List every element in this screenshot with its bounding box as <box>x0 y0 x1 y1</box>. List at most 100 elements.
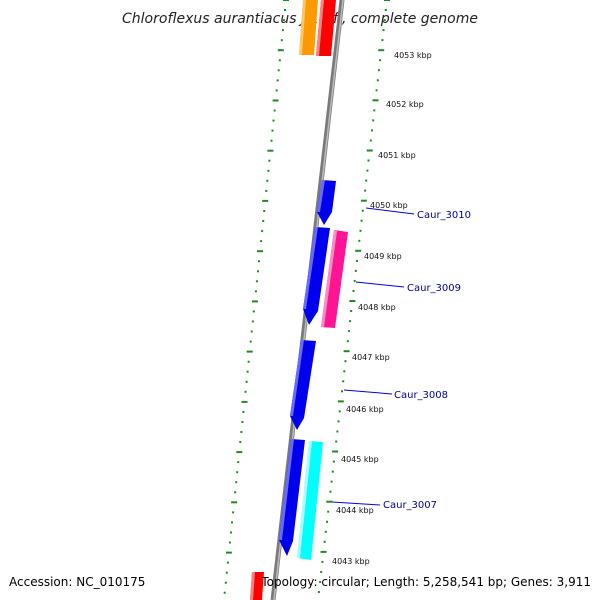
inner-ring-tick <box>244 390 247 393</box>
outer-ring-tick <box>331 470 334 473</box>
dotted-tick-rings <box>223 0 390 594</box>
outer-ring-tick <box>379 59 382 62</box>
outer-ring-tick <box>341 390 343 393</box>
outer-ring-tick <box>366 169 369 172</box>
outer-ring-tick <box>371 129 373 132</box>
inner-ring-tick <box>246 370 249 373</box>
outer-ring-tick <box>383 19 386 22</box>
kbp-tick-label: 4047 kbp <box>352 353 390 362</box>
outer-ring-tick <box>355 249 362 252</box>
outer-ring-tick <box>323 540 326 543</box>
gene-block-4045[interactable] <box>279 439 305 556</box>
inner-ring-tick <box>231 501 238 504</box>
accession-text: Accession: NC_010175 <box>9 575 145 589</box>
outer-ring-tick <box>320 550 327 553</box>
gene-label-text[interactable]: Caur_3010 <box>417 210 471 221</box>
gene-label-text[interactable]: Caur_3007 <box>383 500 437 511</box>
gene-label-text[interactable]: Caur_3008 <box>394 390 448 401</box>
gene-label-caur-3007[interactable]: Caur_3007 <box>331 500 437 511</box>
inner-ring-tick <box>249 340 252 343</box>
inner-ring-tick <box>283 0 289 1</box>
genome-summary-text: Topology: circular; Length: 5,258,541 bp… <box>260 575 591 589</box>
inner-ring-tick <box>242 410 245 413</box>
gene-caur-3010[interactable] <box>317 180 336 225</box>
inner-ring-tick <box>261 230 264 233</box>
inner-ring-tick <box>230 531 232 534</box>
outer-ring-tick <box>372 99 379 102</box>
gene-caur-3008[interactable] <box>290 340 316 430</box>
gene-label-caur-3010[interactable]: Caur_3010 <box>365 207 471 221</box>
inner-ring-tick <box>267 149 274 152</box>
inner-ring-tick <box>277 69 280 72</box>
outer-ring-tick <box>366 149 373 152</box>
outer-ring-tick <box>376 79 379 82</box>
gene-label-caur-3008[interactable]: Caur_3008 <box>343 389 448 401</box>
outer-ring-tick <box>353 279 356 282</box>
outer-ring-tick <box>319 581 322 583</box>
inner-ring-tick <box>251 300 258 303</box>
inner-ring-tick <box>266 179 269 182</box>
outer-ring-tick <box>336 430 339 433</box>
inner-ring-tick <box>231 521 233 524</box>
inner-ring-tick <box>246 350 253 353</box>
outer-ring-tick <box>358 239 361 242</box>
inner-ring-tick <box>262 199 269 202</box>
outer-ring-tick <box>361 209 364 212</box>
outer-ring-tick <box>360 199 367 202</box>
outer-ring-tick <box>343 350 350 353</box>
gene-label-text[interactable]: Caur_3009 <box>407 283 461 294</box>
outer-ring-tick <box>381 39 384 42</box>
kbp-tick-label: 4049 kbp <box>364 252 402 261</box>
gene-label-caur-3009[interactable]: Caur_3009 <box>355 281 461 294</box>
inner-ring-tick <box>225 551 232 554</box>
inner-ring-tick <box>245 380 248 383</box>
outer-ring-tick <box>354 269 357 272</box>
inner-ring-tick <box>241 421 244 423</box>
outer-ring-tick <box>377 69 380 72</box>
inner-ring-tick <box>232 511 235 514</box>
inner-ring-tick <box>235 481 238 484</box>
feature-top-orange[interactable] <box>299 0 318 55</box>
outer-ring-tick <box>337 400 344 403</box>
gene-caur-3009[interactable] <box>321 230 348 328</box>
feature-top-red[interactable] <box>316 0 336 56</box>
outer-ring-tick <box>327 510 330 513</box>
outer-ring-tick <box>365 179 368 182</box>
inner-ring-tick <box>237 461 240 464</box>
gene-block-4049[interactable] <box>303 227 330 325</box>
outer-ring-tick <box>378 49 385 52</box>
kbp-tick-label: 4050 kbp <box>370 201 408 210</box>
inner-ring-tick <box>251 320 254 323</box>
kbp-tick-label: 4053 kbp <box>394 51 432 60</box>
inner-ring-tick <box>250 330 253 333</box>
inner-ring-tick <box>277 49 284 52</box>
inner-ring-tick <box>282 19 285 22</box>
kbp-tick-label: 4048 kbp <box>358 303 396 312</box>
outer-ring-tick <box>326 500 333 503</box>
inner-ring-tick <box>257 250 263 253</box>
inner-ring-tick <box>236 471 239 474</box>
outer-ring-tick <box>352 290 355 292</box>
gene-caur-3007[interactable] <box>297 441 323 560</box>
outer-ring-tick <box>347 330 350 333</box>
inner-ring-tick <box>267 169 270 172</box>
inner-ring-tick <box>234 491 237 494</box>
feature-bottom-red[interactable] <box>250 572 264 600</box>
inner-ring-tick <box>278 59 281 62</box>
inner-ring-tick <box>247 360 250 363</box>
kbp-tick-label: 4045 kbp <box>341 455 379 464</box>
kbp-tick-label: 4051 kbp <box>378 151 416 160</box>
inner-ring-tick <box>239 441 242 443</box>
inner-ring-tick <box>258 260 260 263</box>
kbp-tick-label: 4046 kbp <box>346 405 384 414</box>
inner-ring-tick <box>275 89 278 92</box>
inner-ring-tick <box>281 29 284 32</box>
inner-ring-tick <box>270 139 273 142</box>
outer-ring-tick <box>317 591 320 593</box>
outer-ring-tick <box>320 570 323 573</box>
inner-ring-tick <box>240 431 243 433</box>
outer-ring-tick <box>382 29 385 32</box>
outer-ring-tick <box>338 410 341 413</box>
inner-ring-tick <box>226 561 229 564</box>
inner-ring-tick <box>262 220 265 222</box>
